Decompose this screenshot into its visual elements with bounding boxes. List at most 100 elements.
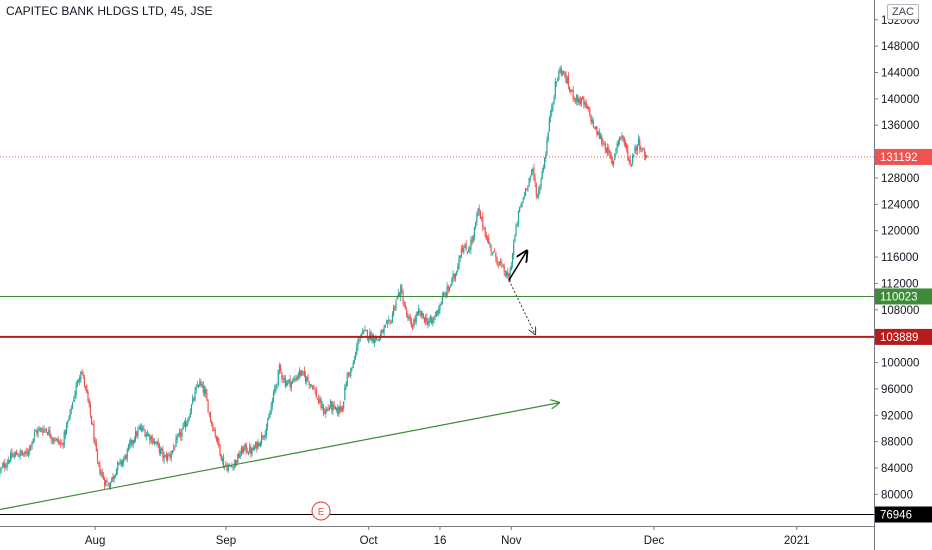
candle — [308, 380, 310, 390]
candle — [610, 152, 612, 164]
candle — [428, 316, 430, 327]
candle — [639, 136, 641, 154]
candle — [501, 259, 503, 269]
candle — [527, 185, 529, 192]
candle — [227, 463, 229, 474]
candle — [627, 145, 629, 162]
candle — [313, 384, 315, 390]
y-tick-label: 124000 — [881, 199, 919, 211]
candle — [322, 403, 325, 417]
earnings-event-icon[interactable] — [311, 501, 331, 521]
candle — [137, 426, 139, 440]
candle — [378, 337, 380, 343]
candle — [57, 435, 59, 446]
candle — [89, 401, 91, 419]
candle — [177, 433, 179, 438]
candle — [516, 221, 518, 227]
candle — [470, 236, 472, 255]
candle — [416, 311, 418, 317]
candle — [521, 201, 523, 208]
candle — [561, 70, 564, 77]
candle — [295, 375, 297, 381]
candle — [222, 453, 225, 469]
candle — [45, 427, 47, 434]
candle — [331, 400, 333, 414]
candle — [60, 438, 62, 448]
x-tick-label: Dec — [644, 535, 665, 547]
candle — [608, 144, 610, 156]
candle — [585, 98, 587, 110]
candle — [8, 459, 11, 464]
candle — [522, 196, 524, 204]
candle — [588, 105, 590, 112]
candle — [83, 374, 86, 389]
candle — [190, 403, 193, 415]
candle — [7, 456, 9, 465]
candle — [155, 441, 157, 445]
candle — [403, 300, 405, 308]
candle — [129, 439, 131, 450]
candle — [123, 456, 125, 467]
candle — [589, 106, 591, 118]
candle — [6, 459, 8, 472]
candle — [92, 422, 94, 426]
candle — [349, 371, 351, 377]
currency-badge[interactable]: ZAC — [887, 4, 919, 20]
candle — [67, 419, 69, 428]
candle — [479, 209, 482, 220]
candle — [346, 371, 348, 387]
candle — [24, 450, 26, 458]
candle — [595, 125, 597, 131]
y-tick-label: 144000 — [881, 68, 919, 80]
candle — [208, 412, 210, 418]
projection-up-arrow[interactable] — [508, 251, 527, 281]
candle — [118, 462, 120, 465]
candle — [476, 211, 478, 226]
candle — [607, 143, 609, 157]
candle — [326, 406, 328, 412]
candle — [189, 408, 191, 418]
trend-line[interactable] — [0, 403, 559, 511]
candle — [526, 187, 528, 191]
candle — [389, 319, 391, 326]
candle — [180, 428, 182, 441]
y-tick-label: 96000 — [881, 384, 913, 396]
candle — [139, 423, 141, 431]
candle — [572, 86, 574, 103]
candle — [473, 226, 476, 241]
candle — [623, 136, 625, 147]
candle — [352, 360, 354, 369]
candle — [456, 270, 458, 276]
candle — [184, 417, 187, 432]
candle — [48, 426, 50, 436]
candle — [577, 95, 579, 106]
candle — [264, 430, 266, 441]
candle — [0, 467, 2, 474]
candle — [55, 437, 57, 442]
candle — [171, 450, 174, 455]
candle — [335, 407, 338, 413]
last-price-label-bg — [875, 148, 932, 165]
candle — [188, 415, 190, 422]
candle — [146, 429, 149, 437]
candle — [504, 270, 506, 278]
candle — [150, 435, 152, 444]
candle — [152, 438, 154, 444]
candle — [535, 182, 537, 200]
candle — [347, 371, 350, 378]
candle — [106, 477, 108, 483]
candle — [333, 400, 335, 410]
candle — [219, 444, 221, 457]
candle — [357, 336, 359, 351]
price-label-bg — [875, 328, 932, 345]
candle — [305, 371, 307, 385]
candle — [77, 378, 80, 384]
candle — [582, 96, 584, 100]
candle — [441, 291, 443, 305]
candle — [624, 139, 627, 149]
candle — [289, 374, 291, 391]
candle — [586, 104, 589, 109]
candle — [445, 291, 447, 299]
candle — [0, 466, 1, 477]
